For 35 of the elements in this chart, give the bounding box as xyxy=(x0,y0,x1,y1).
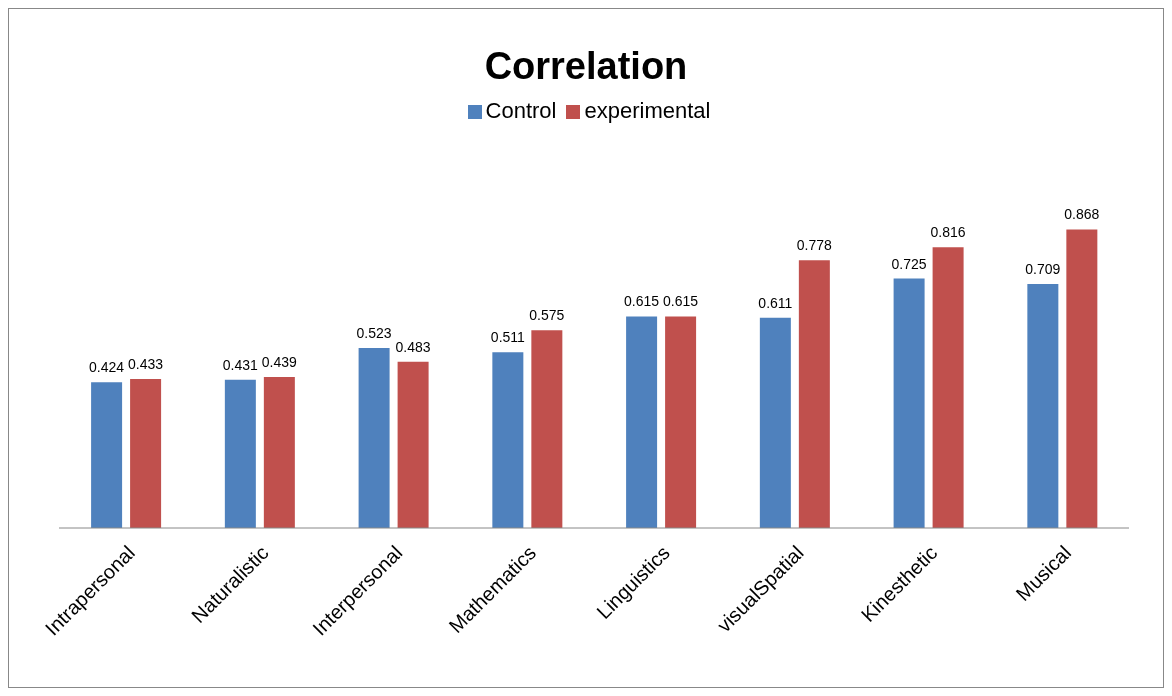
legend-label: Control xyxy=(485,98,557,123)
data-label: 0.439 xyxy=(261,353,298,370)
bar xyxy=(358,348,390,528)
data-label: 0.709 xyxy=(1025,261,1061,278)
data-label: 0.424 xyxy=(89,359,125,376)
data-label: 0.483 xyxy=(395,338,431,355)
data-label: 0.523 xyxy=(356,325,392,342)
data-label: 0.778 xyxy=(796,237,833,254)
bar xyxy=(224,379,256,528)
data-label: 0.511 xyxy=(490,329,526,346)
bar xyxy=(665,316,697,528)
bar xyxy=(492,352,524,528)
bar xyxy=(932,247,964,528)
bar xyxy=(130,379,162,528)
data-label: 0.611 xyxy=(758,294,793,311)
chart-title: Correlation xyxy=(483,45,689,88)
bar xyxy=(798,260,830,528)
bar xyxy=(1066,229,1098,528)
data-label: 0.615 xyxy=(624,293,660,310)
legend-label: experimental xyxy=(584,98,711,123)
data-label: 0.431 xyxy=(222,356,259,373)
bar xyxy=(531,330,563,528)
data-label: 0.575 xyxy=(529,307,565,324)
bar xyxy=(893,278,925,528)
bar xyxy=(759,317,791,528)
data-label: 0.868 xyxy=(1064,206,1100,223)
data-label: 0.433 xyxy=(128,356,164,373)
bar xyxy=(263,376,295,528)
bar xyxy=(91,382,123,528)
bar xyxy=(626,316,658,528)
bar xyxy=(1027,284,1059,528)
bar xyxy=(397,361,429,528)
data-label: 0.615 xyxy=(663,293,699,310)
data-label: 0.816 xyxy=(930,224,966,241)
data-label: 0.725 xyxy=(891,255,927,272)
